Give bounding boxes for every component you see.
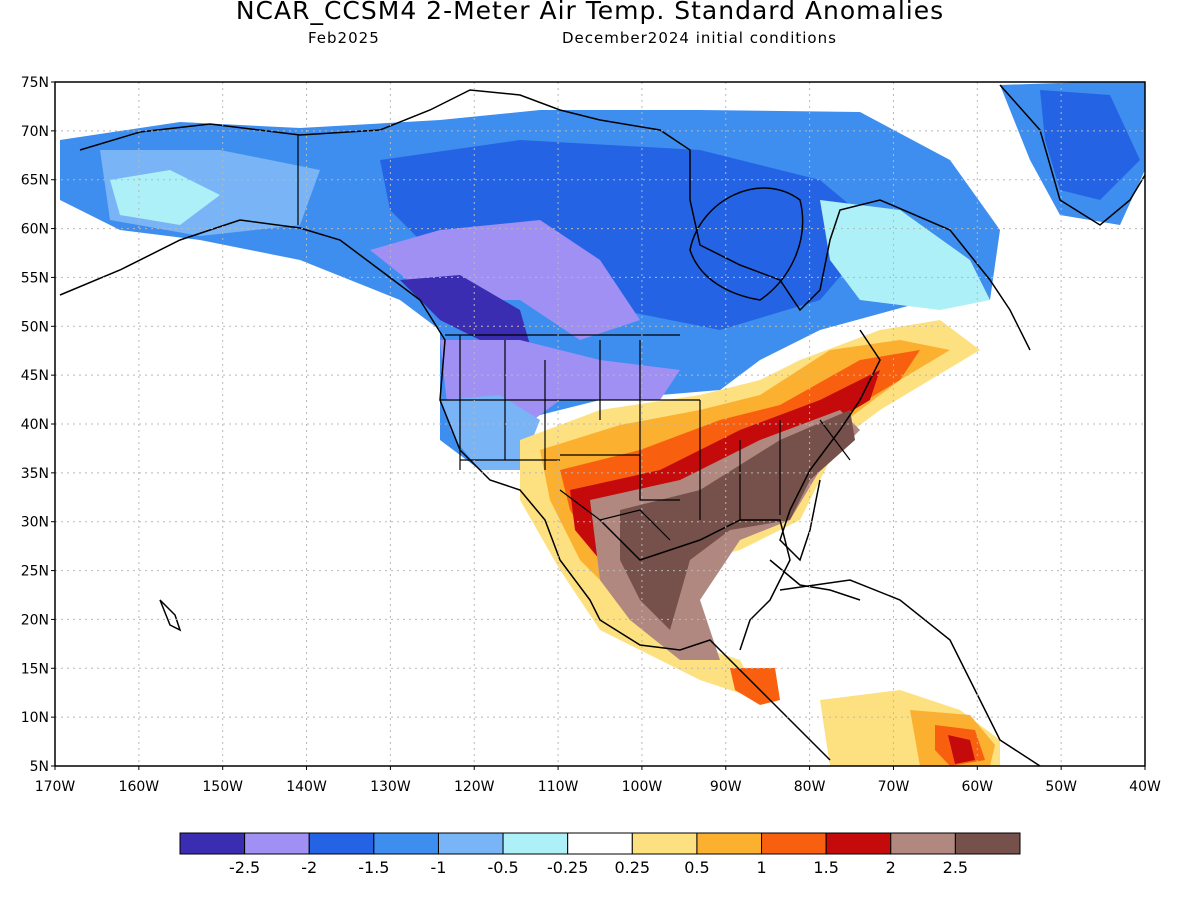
- lon-label: 120W: [454, 779, 495, 795]
- lon-label: 80W: [794, 779, 826, 795]
- colorbar-label: 0.5: [684, 858, 709, 877]
- colorbar-swatch: [825, 832, 892, 855]
- colorbar-label: 0.25: [614, 858, 650, 877]
- lat-label: 10N: [21, 710, 49, 726]
- colorbar-label: -1: [430, 858, 446, 877]
- colorbar-swatch: [179, 832, 246, 855]
- lon-label: 140W: [286, 779, 327, 795]
- lat-label: 55N: [21, 270, 49, 286]
- lat-label: 40N: [21, 417, 49, 433]
- lat-label: 35N: [21, 466, 49, 482]
- lat-label: 30N: [21, 515, 49, 531]
- colorbar-label: -0.25: [547, 858, 588, 877]
- map-fields: [59, 82, 1145, 766]
- lat-label: 60N: [21, 222, 49, 238]
- colorbar-swatch: [696, 832, 763, 855]
- region-warm-ca: [730, 668, 780, 705]
- region-cold-1-5: [380, 140, 880, 330]
- initial-conditions: December2024 initial conditions: [562, 29, 837, 47]
- lat-label: 75N: [21, 75, 49, 91]
- colorbar: -2.5 -2 -1.5 -1 -0.5 -0.25 0.25 0.5 1 1.5 2 2.5: [179, 832, 1021, 877]
- lat-label: 70N: [21, 124, 49, 140]
- region-cold-east: [820, 200, 990, 310]
- lat-label: 5N: [30, 759, 49, 775]
- colorbar-swatch: [761, 832, 827, 855]
- lat-label: 50N: [21, 319, 49, 335]
- colorbar-label: -0.5: [487, 858, 518, 877]
- longitude-axis: 170W 160W 150W 140W 130W 120W 110W 100W 90W 80W 70…: [35, 766, 1161, 795]
- lat-label: 15N: [21, 661, 49, 677]
- lat-label: 20N: [21, 612, 49, 628]
- lon-label: 160W: [119, 779, 160, 795]
- colorbar-swatch: [373, 832, 439, 855]
- colorbar-label: 2.5: [943, 858, 968, 877]
- lon-label: 90W: [710, 779, 742, 795]
- graticule: [55, 82, 1145, 766]
- lon-label: 60W: [961, 779, 993, 795]
- colorbar-swatch: [244, 832, 310, 855]
- lat-label: 45N: [21, 368, 49, 384]
- colorbar-swatch: [308, 832, 375, 855]
- lat-label: 65N: [21, 173, 49, 189]
- political-borders: [297, 135, 851, 541]
- region-cold-2: [370, 220, 640, 340]
- region-cold-0-25: [110, 170, 220, 225]
- colorbar-label: -2: [301, 858, 317, 877]
- region-cold-2-5: [400, 275, 530, 345]
- colorbar-swatch: [890, 832, 956, 855]
- colorbar-swatch: [954, 832, 1021, 855]
- lon-label: 50W: [1045, 779, 1077, 795]
- lon-label: 130W: [370, 779, 411, 795]
- region-cold-0-5b: [440, 395, 540, 470]
- colorbar-label: 2: [886, 858, 896, 877]
- lon-label: 100W: [622, 779, 663, 795]
- lon-label: 70W: [878, 779, 910, 795]
- colorbar-swatch: [437, 832, 504, 855]
- lon-label: 170W: [35, 779, 76, 795]
- lon-label: 150W: [202, 779, 243, 795]
- colorbar-swatch: [631, 832, 698, 855]
- coastlines: [59, 84, 1145, 766]
- colorbar-label: 1.5: [813, 858, 838, 877]
- colorbar-label: -1.5: [358, 858, 389, 877]
- lon-label: 40W: [1129, 779, 1161, 795]
- region-cold-greenland-2: [1040, 90, 1140, 200]
- region-warm-2-5b: [620, 410, 855, 630]
- latitude-axis: 75N 70N 65N 60N 55N 50N 45N 40N 35N 30N 25N 20N 15N 1…: [21, 75, 55, 775]
- colorbar-swatch: [567, 832, 633, 855]
- chart-title: NCAR_CCSM4 2-Meter Air Temp. Standard An…: [235, 0, 945, 25]
- colorbar-swatch: [502, 832, 569, 855]
- colorbar-label: -2.5: [229, 858, 260, 877]
- colorbar-label: 1: [756, 858, 766, 877]
- lon-label: 110W: [538, 779, 579, 795]
- region-warm-sa-4: [948, 735, 975, 764]
- forecast-month: Feb2025: [308, 29, 380, 47]
- lat-label: 25N: [21, 564, 49, 580]
